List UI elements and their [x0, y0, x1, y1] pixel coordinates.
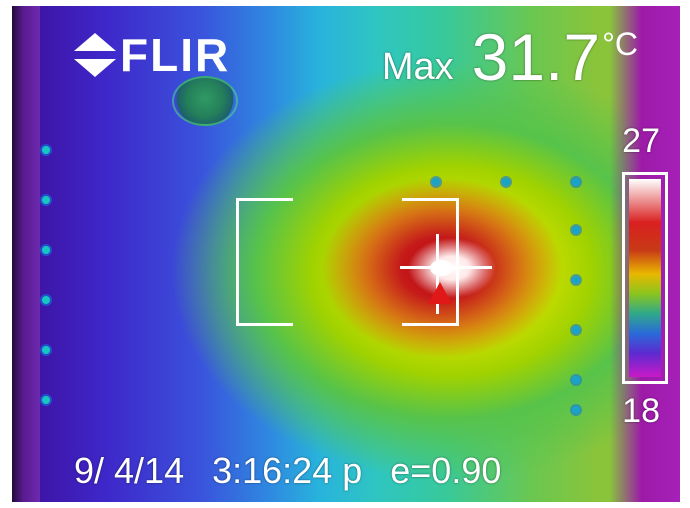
scale-max-value: 27: [622, 122, 660, 160]
thermal-image: [12, 6, 680, 502]
scale-min-value: 18: [622, 392, 660, 430]
capture-info: 9/ 4/14 3:16:24 p e=0.90: [74, 450, 519, 492]
measurement-box-left-bracket: [236, 198, 293, 326]
component-dot: [432, 178, 440, 186]
component-dot: [42, 146, 50, 154]
max-value: 31.7: [471, 20, 601, 94]
temperature-scale-gradient: [629, 179, 661, 377]
max-label: Max: [381, 46, 454, 88]
crosshair-center: [430, 260, 452, 276]
capture-time: 3:16:24 p: [212, 450, 363, 491]
temperature-scale-bar: [622, 172, 668, 384]
max-temperature-readout: Max 31.7 °C: [382, 24, 638, 90]
flir-logo-mark-icon: [74, 33, 116, 77]
thermal-image-frame: FLIR Max 31.7 °C 27 18 9/ 4/14 3:16:24 p…: [12, 6, 680, 502]
component-dot: [572, 376, 580, 384]
left-edge-band: [12, 6, 40, 502]
emissivity: e=0.90: [390, 450, 502, 491]
measurement-box-right-bracket: [402, 198, 459, 326]
component-dot: [572, 406, 580, 414]
component-dot: [572, 276, 580, 284]
flir-logo: FLIR: [74, 32, 230, 78]
component-blob: [172, 76, 238, 126]
component-dot: [572, 226, 580, 234]
component-dot: [42, 396, 50, 404]
component-dot: [572, 326, 580, 334]
hotspot-triangle-icon: [428, 282, 452, 304]
component-dot: [42, 296, 50, 304]
max-unit: °C: [602, 26, 638, 62]
component-dot: [502, 178, 510, 186]
component-dot: [42, 196, 50, 204]
capture-date: 9/ 4/14: [74, 450, 185, 491]
component-dot: [42, 346, 50, 354]
component-dot: [42, 246, 50, 254]
logo-text: FLIR: [120, 29, 231, 81]
component-dot: [572, 178, 580, 186]
